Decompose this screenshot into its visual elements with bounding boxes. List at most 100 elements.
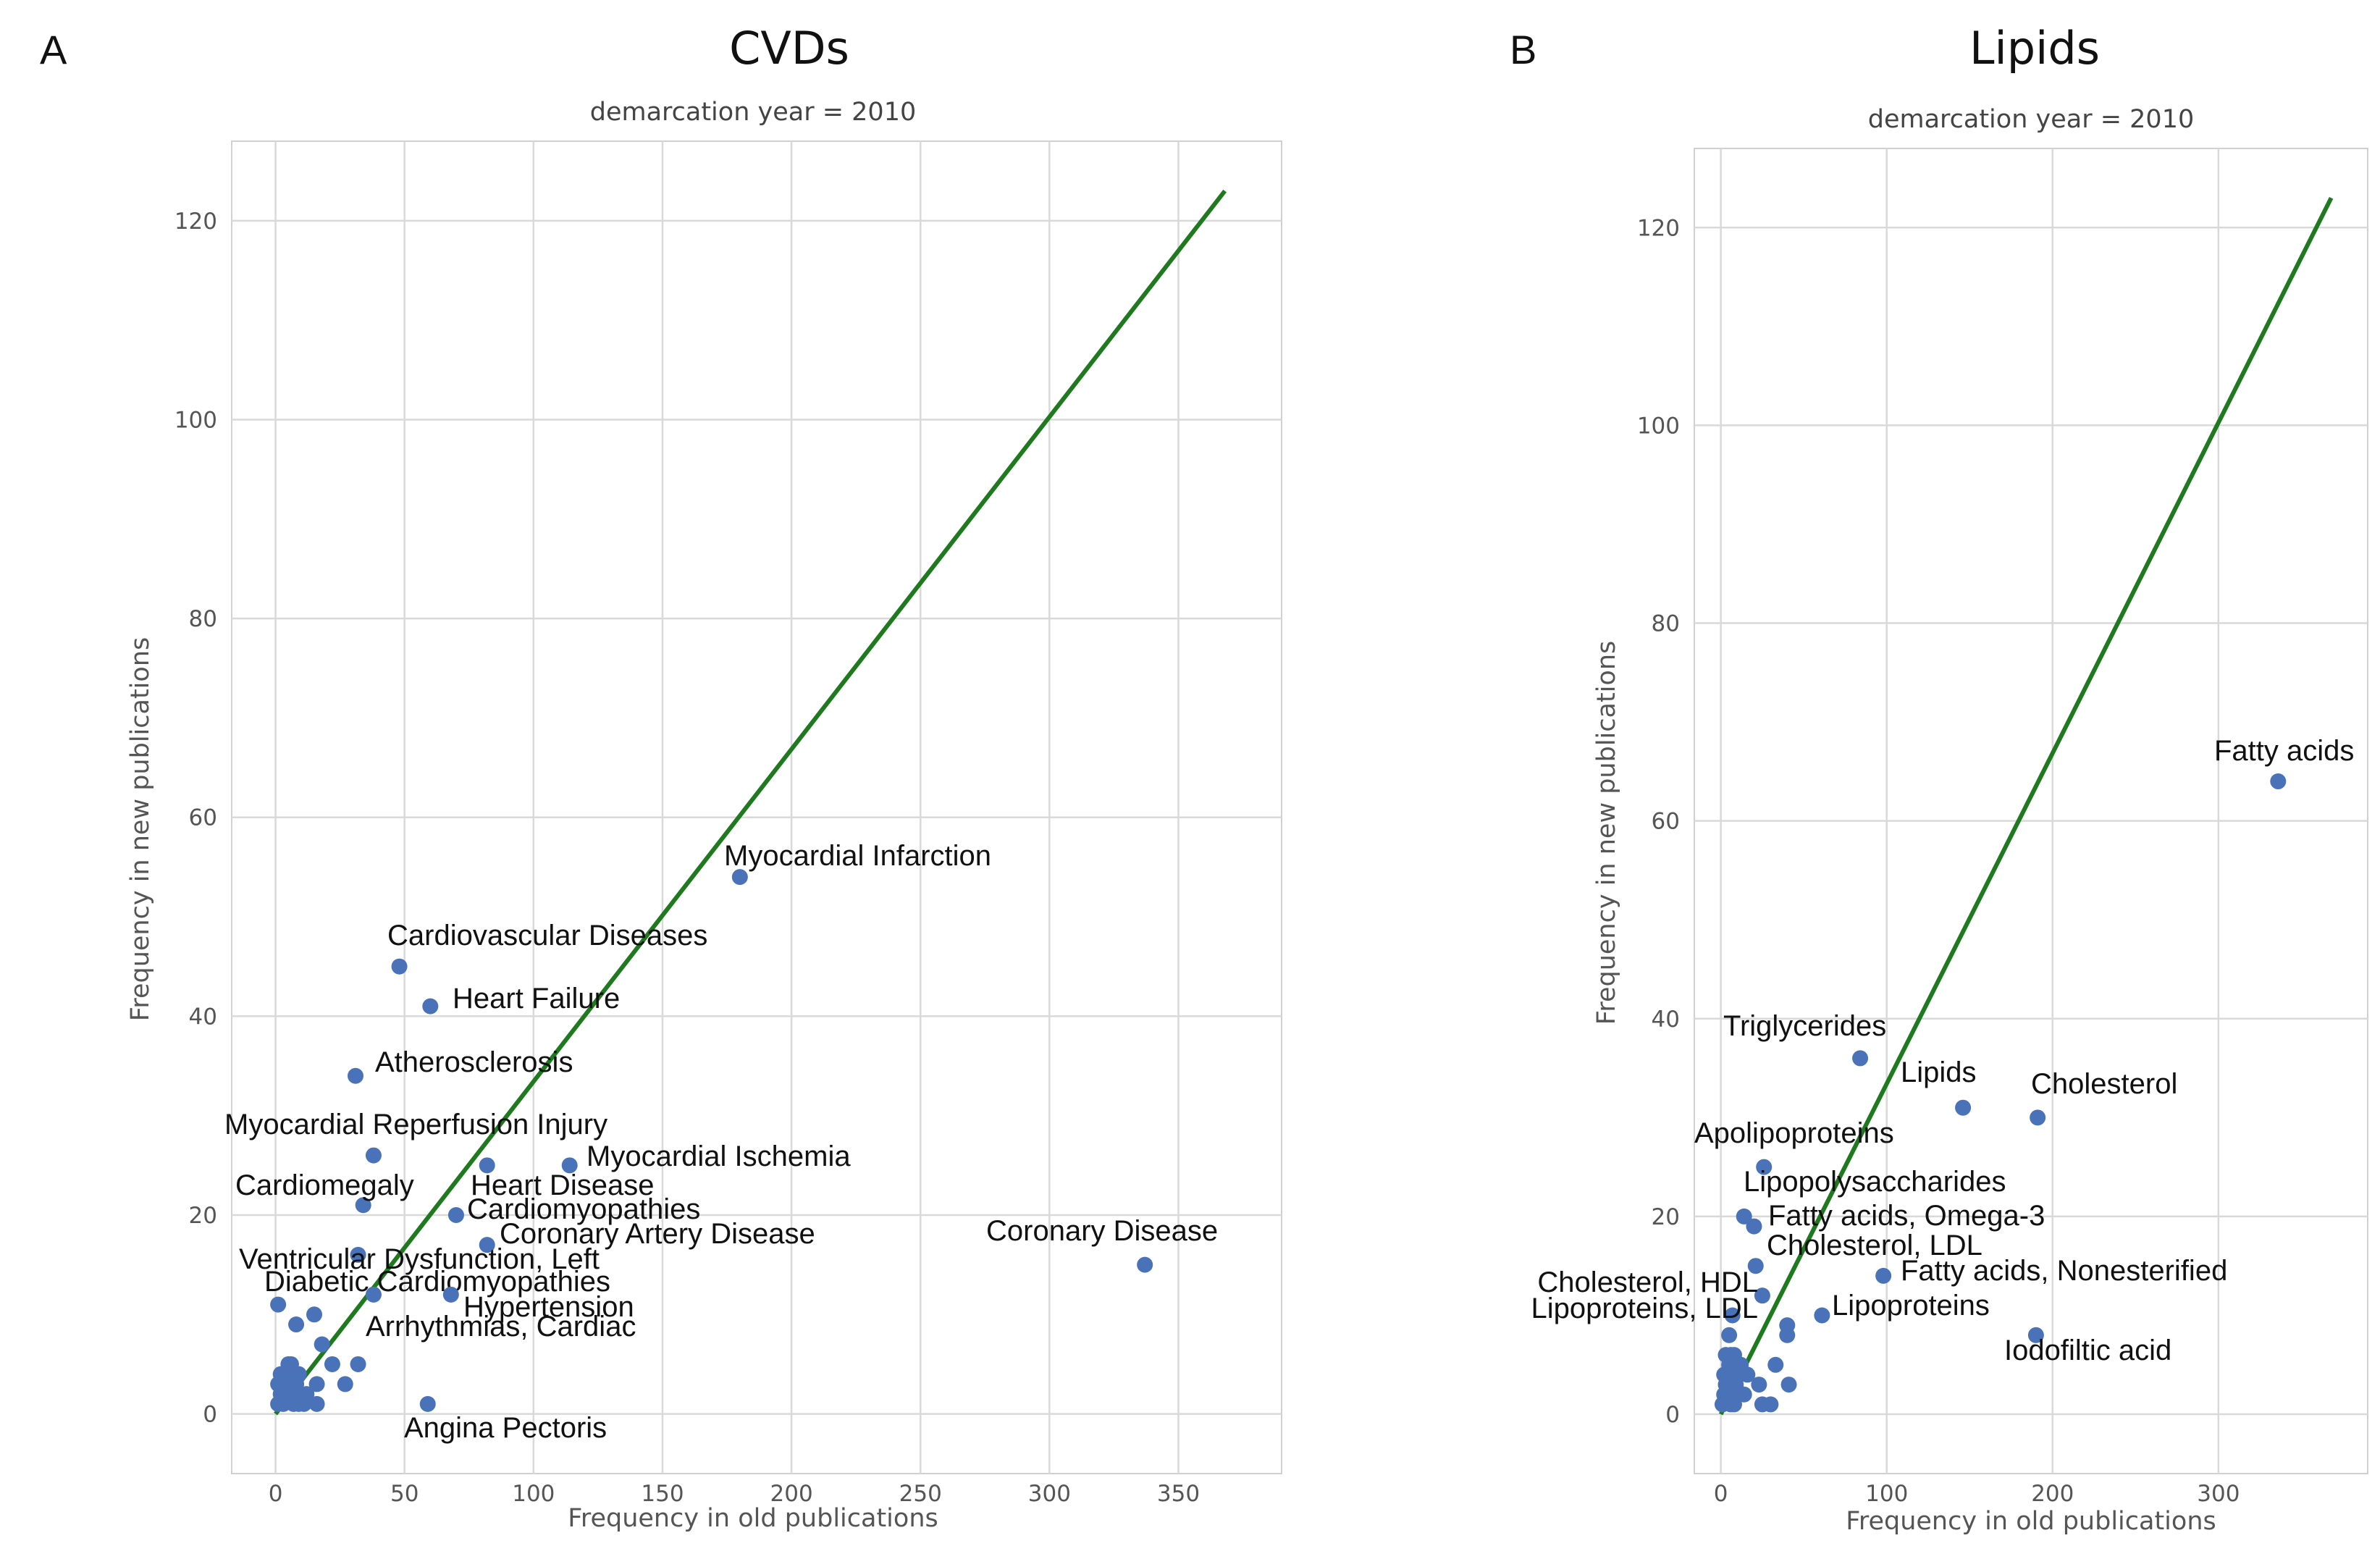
data-point [324,1356,340,1372]
data-point-labeled [1754,1287,1770,1304]
y-tick-label: 0 [1665,1402,1680,1428]
y-axis-label-cvds: Frequency in new publications [126,637,155,1021]
y-tick-label: 20 [1652,1204,1680,1230]
point-label: Fatty acids, Omega-3 [1768,1200,2045,1232]
data-point-labeled [1875,1267,1892,1284]
point-label: Cholesterol, LDL [1767,1230,1982,1261]
data-point-labeled [479,1237,495,1253]
data-point-labeled [1814,1307,1830,1324]
point-label: Hypertension [463,1291,634,1323]
x-axis-label-cvds: Frequency in old publications [568,1504,938,1533]
data-point [314,1336,330,1353]
point-label: Myocardial Ischemia [586,1140,851,1172]
chart-subtitle-cvds: demarcation year = 2010 [590,98,917,127]
point-label: Coronary Artery Disease [500,1218,815,1250]
point-label: Lipoproteins [1832,1290,1990,1322]
data-point-labeled [1747,1258,1764,1274]
data-point [1751,1377,1767,1393]
data-point-labeled [1746,1218,1762,1235]
panel-letter-a: A [40,27,67,72]
data-point-labeled [355,1197,371,1214]
data-point [308,1395,325,1412]
point-label: Cholesterol, HDL [1537,1266,1758,1298]
data-point [270,1296,287,1313]
point-label: Heart Disease [471,1169,654,1201]
x-tick-label: 0 [1714,1481,1728,1507]
y-tick-label: 100 [174,407,217,433]
point-label: Angina Pectoris [404,1412,607,1444]
plot-area-cvds: 0 50 100 150 200 250 300 350 0 20 40 60 80 100 120 Myoc… [174,140,1282,1507]
plot-area-lipids: 0 100 200 300 0 20 40 60 80 100 120 Fatty acids Trig… [1531,148,2368,1507]
data-point-labeled [391,958,408,975]
data-point [1779,1327,1796,1343]
data-point [1725,1347,1742,1364]
y-tick-label: 100 [1637,413,1680,439]
data-point-labeled [365,1286,382,1303]
point-label: Arrhythmias, Cardiac [366,1311,636,1343]
point-label: Cardiomegaly [235,1169,414,1201]
data-point [1762,1396,1779,1413]
data-point [1716,1366,1733,1383]
data-point [270,1376,287,1392]
point-label: Fatty acids, Nonesterified [1901,1255,2227,1287]
x-tick-label: 300 [2197,1481,2240,1507]
y-tick-label: 80 [189,606,217,632]
point-label: Coronary Disease [986,1215,1218,1247]
point-label: Lipoproteins, LDL [1531,1293,1758,1324]
point-label: Lipids [1901,1056,1977,1088]
y-tick-label: 60 [189,805,217,831]
point-label: Fatty acids [2214,735,2354,767]
data-point [306,1306,323,1323]
data-point-labeled [2270,773,2287,790]
data-point-labeled [1756,1159,1773,1175]
y-tick-label: 40 [189,1004,217,1030]
data-point [1739,1366,1756,1383]
plot-frame-cvds [231,140,1282,1474]
data-point-labeled [365,1147,382,1164]
y-tick-label: 40 [1652,1007,1680,1033]
plot-frame-lipids [1694,148,2368,1474]
chart-title-cvds: CVDs [729,22,849,75]
data-point-labeled [350,1246,366,1263]
point-label: Diabetic Cardiomyopathies [264,1266,610,1298]
reference-line [274,189,1227,1416]
point-label: Myocardial Reperfusion Injury [224,1109,607,1140]
y-tick-label: 120 [174,209,217,235]
data-point [1767,1356,1784,1373]
data-point [285,1366,302,1382]
data-point-labeled [348,1067,364,1084]
point-label: Cholesterol [2031,1068,2177,1100]
x-tick-label: 350 [1157,1481,1200,1507]
data-point [308,1376,325,1392]
x-tick-label: 300 [1028,1481,1071,1507]
data-point-labeled [479,1157,495,1174]
data-point-labeled [1724,1307,1741,1324]
point-label: Cardiomyopathies [467,1193,700,1225]
y-tick-label: 80 [1652,611,1680,637]
y-tick-label: 120 [1637,215,1680,241]
data-point-labeled [2027,1327,2044,1343]
point-label: Atherosclerosis [375,1046,573,1078]
x-tick-label: 50 [390,1481,419,1507]
data-point [288,1316,305,1333]
chart-subtitle-lipids: demarcation year = 2010 [1868,105,2195,134]
data-point-labeled [2030,1109,2046,1126]
panel-letter-b: B [1510,27,1536,72]
x-tick-label: 250 [899,1481,942,1507]
x-axis-label-lipids: Frequency in old publications [1846,1507,2216,1536]
x-tick-label: 150 [641,1481,684,1507]
y-tick-label: 60 [1652,809,1680,835]
x-tick-label: 0 [269,1481,283,1507]
data-point [1780,1377,1797,1393]
y-tick-label: 0 [203,1402,217,1428]
y-axis-label-lipids: Frequency in new publications [1592,641,1621,1025]
data-point-labeled [561,1157,578,1174]
point-label: Iodofiltic acid [2004,1335,2171,1366]
data-point-labeled [1736,1208,1752,1224]
point-label: Ventricular Dysfunction, Left [239,1243,600,1275]
point-label: Cardiovascular Diseases [387,920,707,951]
reference-line [1718,196,2334,1416]
data-point-labeled [422,998,439,1014]
x-tick-label: 200 [770,1481,813,1507]
